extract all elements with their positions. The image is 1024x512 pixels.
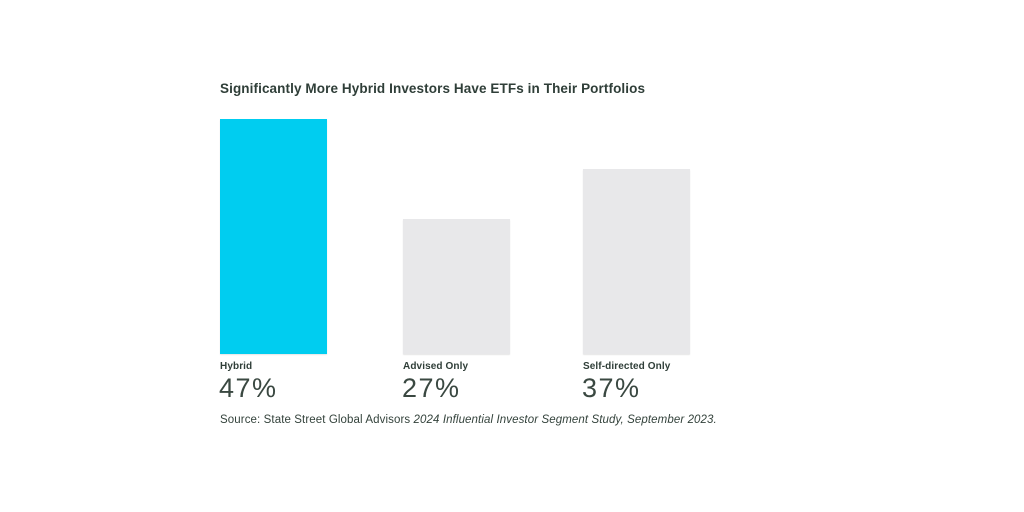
bar-value-advised-only: 27%	[402, 373, 461, 403]
bar-group-self-directed-only: Self-directed Only 37%	[582, 0, 690, 512]
source-prefix: Source: State Street Global Advisors	[220, 414, 414, 426]
source-note: Source: State Street Global Advisors 202…	[220, 414, 717, 426]
bar-group-advised-only: Advised Only 27%	[402, 0, 510, 512]
bar-label-advised-only: Advised Only	[403, 361, 469, 372]
bar-self-directed-only	[583, 169, 690, 354]
source-citation: 2024 Influential Investor Segment Study,…	[413, 414, 717, 426]
bar-label-self-directed-only: Self-directed Only	[583, 361, 671, 372]
bar-value-self-directed-only: 37%	[582, 373, 641, 403]
chart-title: Significantly More Hybrid Investors Have…	[220, 81, 646, 96]
bar-value-hybrid: 47%	[219, 373, 278, 403]
bar-group-hybrid: Hybrid 47%	[219, 0, 327, 512]
bar-advised-only	[403, 219, 510, 354]
bar-hybrid	[220, 119, 327, 354]
bar-label-hybrid: Hybrid	[220, 361, 253, 372]
